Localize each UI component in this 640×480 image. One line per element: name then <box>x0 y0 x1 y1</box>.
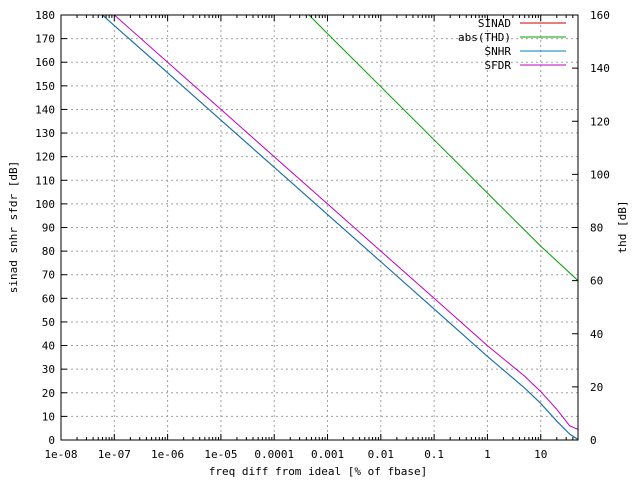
y2-tick-label: 60 <box>590 275 603 288</box>
x-axis-label: freq diff from ideal [% of fbase] <box>209 465 428 478</box>
y-tick-label: 80 <box>42 245 55 258</box>
y-tick-label: 130 <box>35 127 55 140</box>
x-tick-label: 0.1 <box>424 448 444 461</box>
y2-axis-label: thd [dB] <box>616 201 629 254</box>
y-tick-label: 150 <box>35 80 55 93</box>
y-tick-label: 110 <box>35 174 55 187</box>
series-line-abs-thd- <box>308 15 578 281</box>
y2-tick-label: 100 <box>590 168 610 181</box>
y-tick-label: 140 <box>35 103 55 116</box>
y2-tick-label: 140 <box>590 62 610 75</box>
y-tick-label: 180 <box>35 9 55 22</box>
y-tick-label: 120 <box>35 151 55 164</box>
y2-tick-label: 120 <box>590 115 610 128</box>
y2-axis-ticks: 0 20 40 60 80 100 120 140 160 <box>572 9 610 447</box>
y-axis-label: sinad snhr sfdr [dB] <box>7 161 20 293</box>
legend-label: abs(THD) <box>458 31 511 44</box>
x-tick-label: 1 <box>484 448 491 461</box>
y-tick-label: 40 <box>42 340 55 353</box>
legend-label: SINAD <box>478 17 511 30</box>
y2-tick-label: 20 <box>590 381 603 394</box>
x-tick-label: 1e-06 <box>151 448 184 461</box>
x-tick-label: 1e-05 <box>204 448 237 461</box>
y2-tick-label: 80 <box>590 222 603 235</box>
grid <box>61 15 578 440</box>
y-tick-label: 70 <box>42 269 55 282</box>
y-tick-label: 90 <box>42 222 55 235</box>
series-line-snhr <box>102 15 578 440</box>
y-tick-label: 50 <box>42 316 55 329</box>
y-tick-label: 30 <box>42 363 55 376</box>
x-tick-label: 0.01 <box>368 448 395 461</box>
y-tick-label: 60 <box>42 292 55 305</box>
x-tick-label: 1e-08 <box>44 448 77 461</box>
y-tick-label: 160 <box>35 56 55 69</box>
legend-label: SFDR <box>485 59 512 72</box>
y2-tick-label: 160 <box>590 9 610 22</box>
y-tick-label: 20 <box>42 387 55 400</box>
x-tick-label: 10 <box>534 448 547 461</box>
series-line-sfdr <box>113 15 578 430</box>
x-tick-label: 0.001 <box>311 448 344 461</box>
x-tick-label: 0.0001 <box>254 448 294 461</box>
y-tick-label: 10 <box>42 410 55 423</box>
x-axis-ticks: 1e-08 1e-07 1e-06 1e-05 0.0001 0.001 0.01 0.1 1 1… <box>44 15 579 461</box>
y-tick-label: 0 <box>48 434 55 447</box>
series-lines <box>102 15 578 440</box>
y-axis-ticks: 0 10 20 30 40 50 60 70 80 90 100 110 120 130 140 150 160… <box>35 9 67 447</box>
y2-tick-label: 0 <box>590 434 597 447</box>
y-tick-label: 170 <box>35 33 55 46</box>
plot-frame <box>60 14 579 441</box>
y2-tick-label: 40 <box>590 328 603 341</box>
legend-label: SNHR <box>485 45 512 58</box>
x-tick-label: 1e-07 <box>98 448 131 461</box>
y-tick-label: 100 <box>35 198 55 211</box>
